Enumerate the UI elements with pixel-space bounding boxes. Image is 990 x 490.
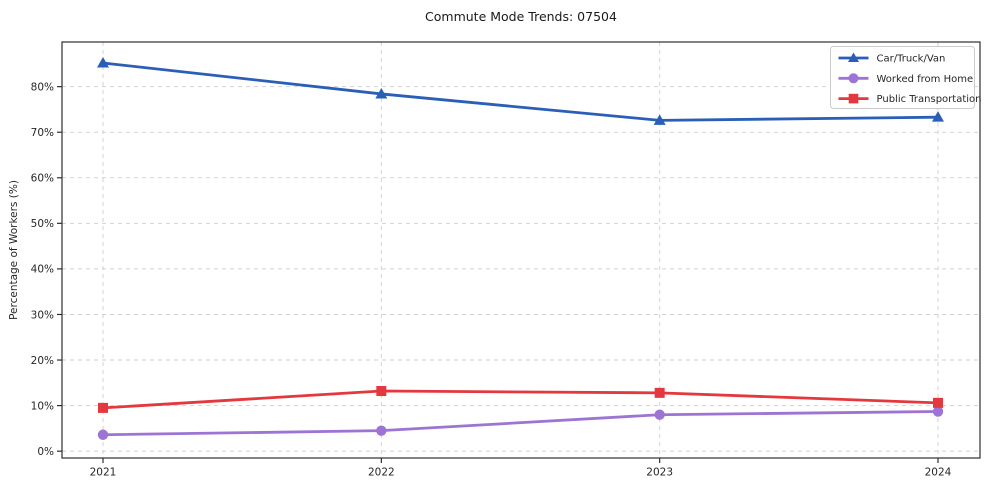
marker-triangle-car-truck-van: [375, 87, 388, 99]
marker-square-public-transportation: [933, 397, 943, 408]
marker-triangle-car-truck-van: [932, 111, 944, 122]
legend-label: Public Transportation: [877, 94, 982, 105]
x-tick-label: 2021: [90, 467, 117, 479]
legend-label: Car/Truck/Van: [877, 54, 946, 65]
marker-triangle-car-truck-van: [97, 56, 109, 68]
y-axis-label: Percentage of Workers (%): [8, 180, 20, 320]
y-tick-label: 0%: [37, 446, 54, 458]
y-tick-label: 20%: [31, 355, 54, 367]
marker-circle-worked-from-home: [376, 425, 387, 436]
y-tick-label: 40%: [31, 264, 54, 276]
plot-border: [61, 41, 981, 459]
legend-marker-square: [848, 93, 859, 104]
series-public-transportation: [98, 386, 943, 413]
marker-circle-worked-from-home: [97, 429, 109, 440]
marker-circle-worked-from-home: [654, 409, 665, 420]
legend-marker-triangle: [848, 52, 859, 62]
gridlines: [62, 42, 980, 458]
x-axis: 2021 2022 2023 2024: [90, 458, 952, 479]
line-worked-from-home: [101, 410, 940, 437]
x-tick-label: 2024: [925, 467, 952, 479]
series-worked-from-home: [97, 406, 944, 440]
legend-item-worked-from-home: Worked from Home: [838, 73, 974, 85]
x-tick-label: 2022: [368, 467, 395, 479]
y-tick-label: 60%: [31, 173, 54, 185]
legend-box: [830, 46, 975, 109]
y-axis: 0% 10% 20% 30% 40% 50% 60% 70% 80%: [31, 81, 62, 458]
legend: Car/Truck/Van Worked from Home Public Tran…: [830, 46, 982, 109]
marker-triangle-car-truck-van: [653, 114, 666, 125]
series-car-truck-van: [97, 56, 944, 125]
marker-square-public-transportation: [376, 386, 387, 397]
y-tick-label: 80%: [31, 81, 54, 93]
legend-item-public-transportation: Public Transportation: [838, 93, 982, 105]
y-tick-label: 10%: [31, 400, 54, 412]
x-tick-label: 2023: [646, 467, 673, 479]
chart-title: Commute Mode Trends: 07504: [425, 9, 617, 24]
marker-square-public-transportation: [98, 402, 108, 413]
line-car-truck-van: [101, 61, 940, 122]
y-tick-label: 50%: [31, 218, 54, 230]
line-public-transportation: [101, 389, 940, 410]
marker-circle-worked-from-home: [932, 406, 944, 417]
marker-square-public-transportation: [654, 387, 665, 398]
legend-marker-circle: [848, 73, 859, 84]
y-tick-label: 30%: [31, 309, 54, 321]
y-tick-label: 70%: [31, 127, 54, 139]
legend-item-car-truck-van: Car/Truck/Van: [838, 52, 946, 65]
legend-label: Worked from Home: [877, 74, 974, 85]
